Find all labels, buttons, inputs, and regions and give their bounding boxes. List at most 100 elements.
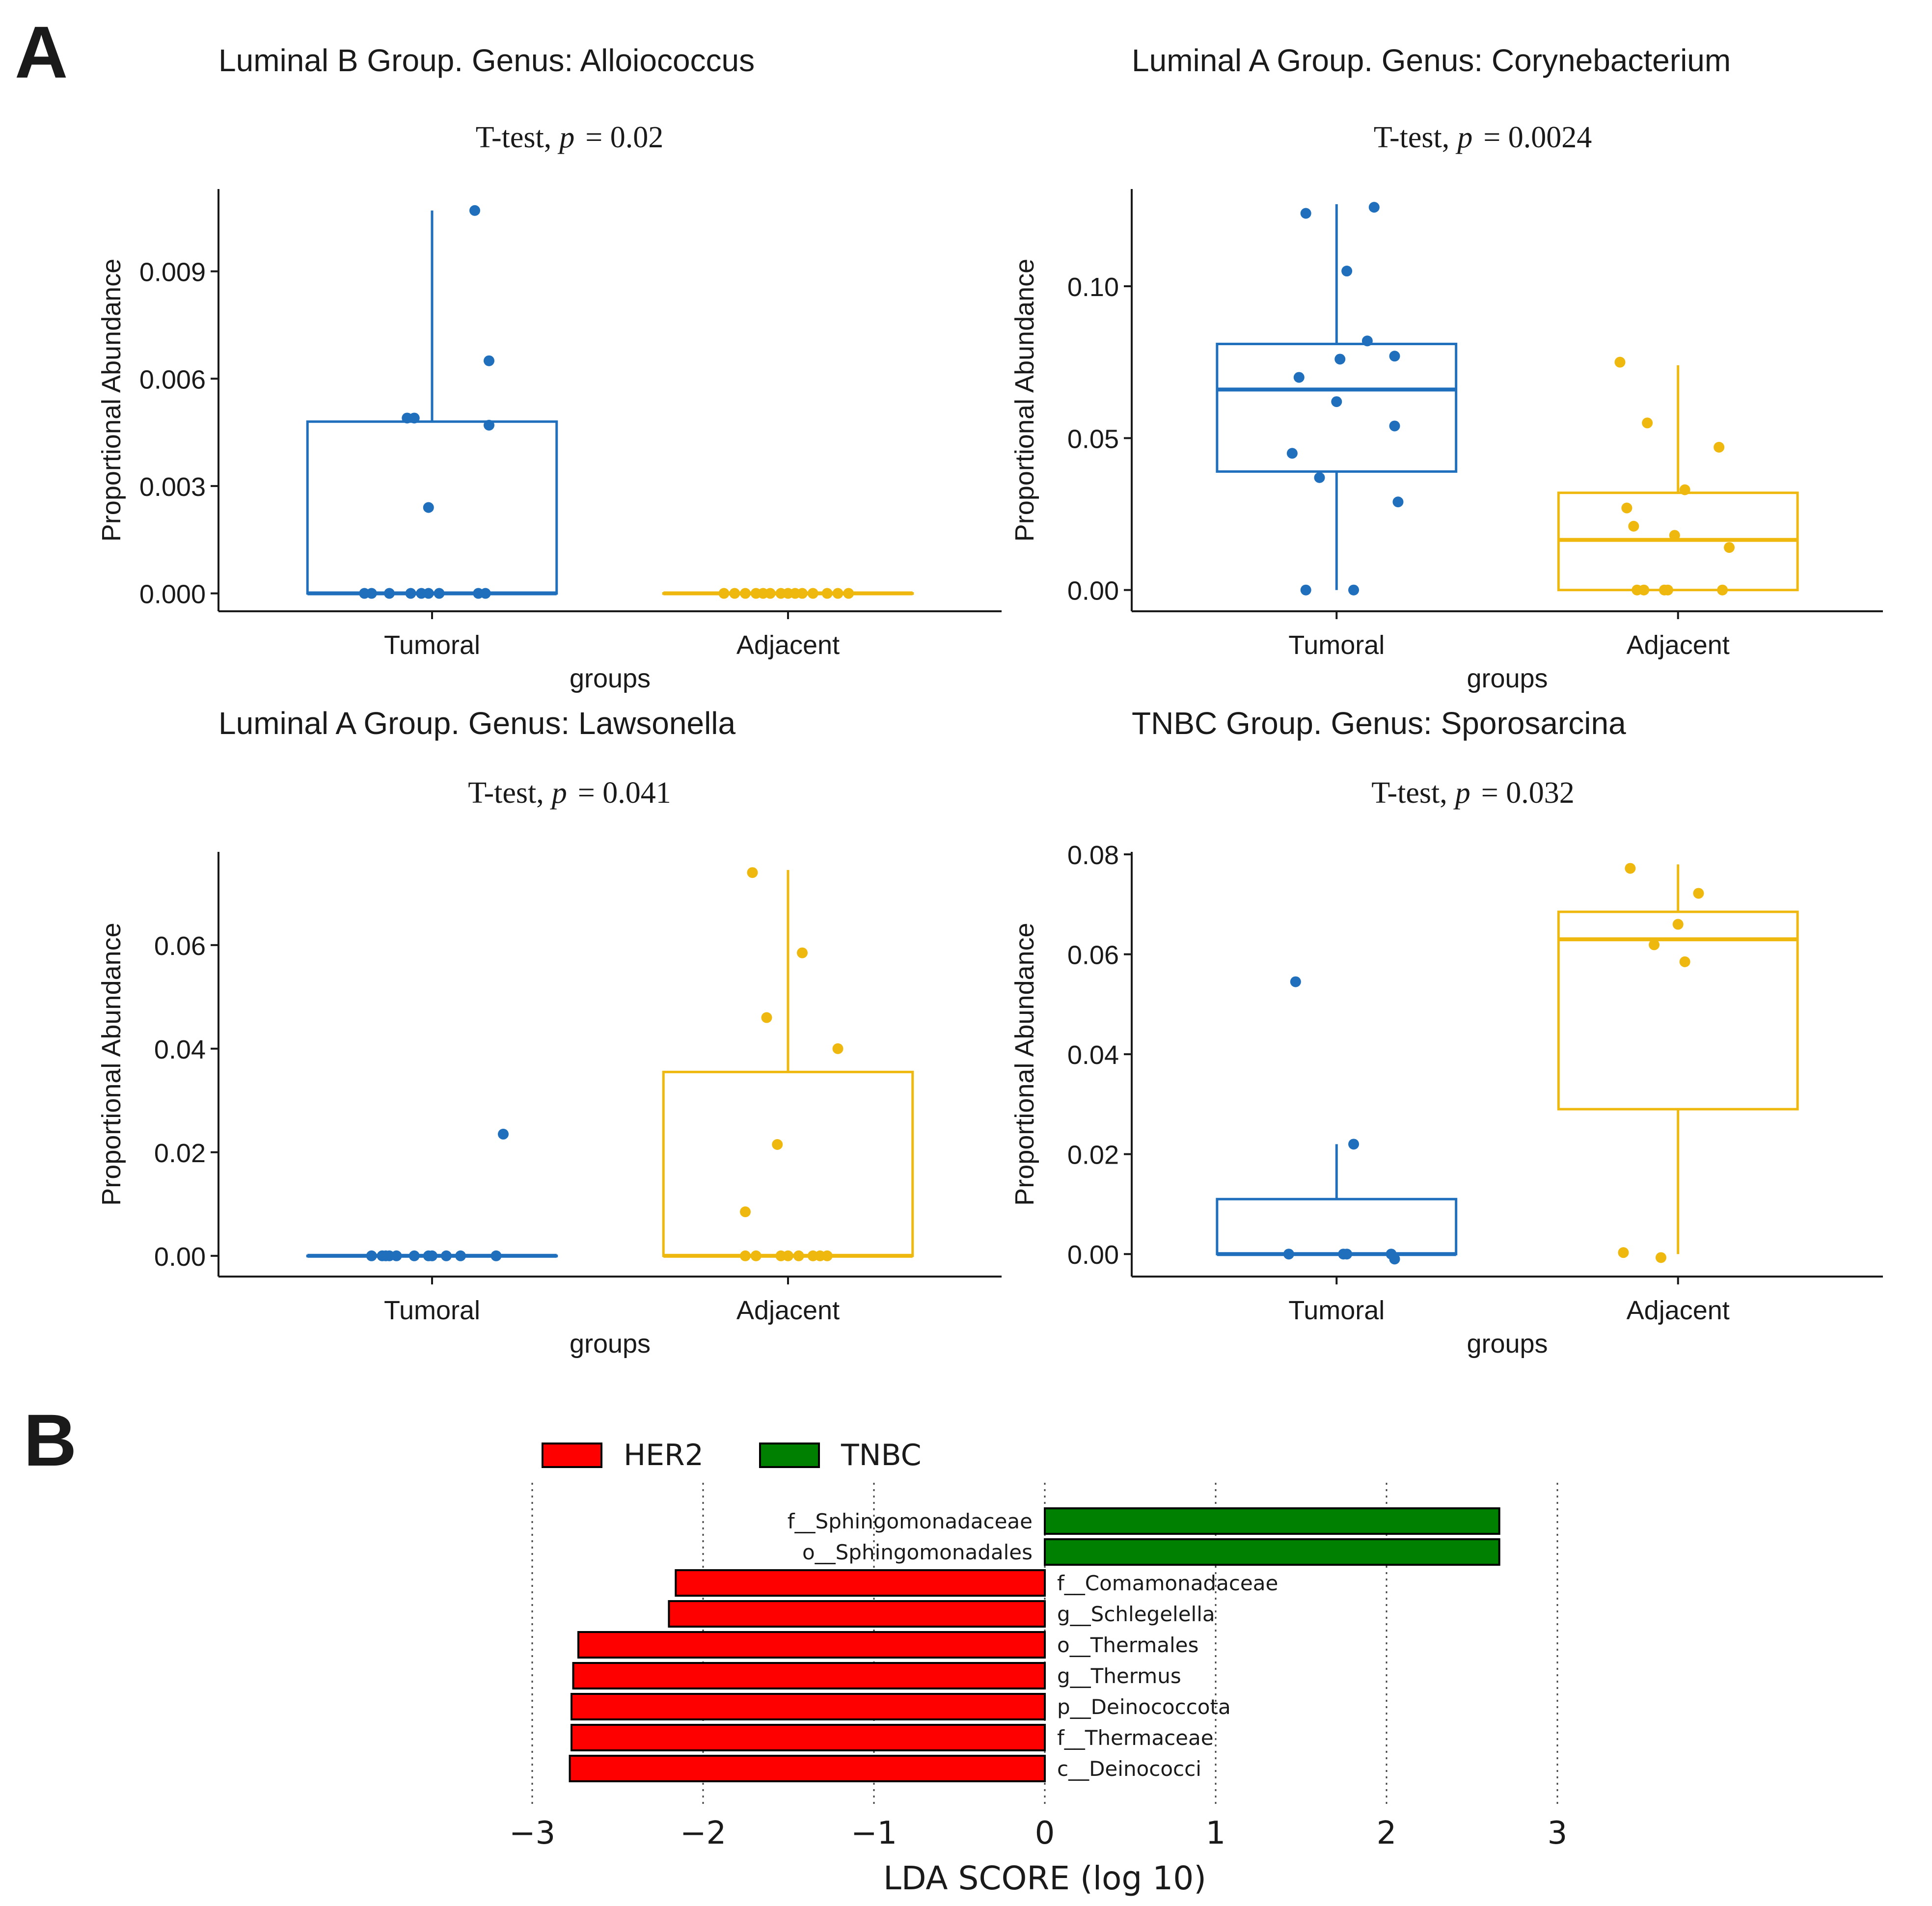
x-tick-label: −1	[851, 1815, 897, 1852]
y-tick-label: 0.003	[139, 472, 206, 502]
y-tick-label: 0.00	[1067, 1240, 1119, 1270]
data-point-tumoral	[1368, 202, 1380, 213]
p-value: = 0.02	[585, 121, 663, 154]
data-point-tumoral	[391, 1250, 402, 1261]
data-point-adjacent	[740, 1206, 751, 1218]
y-tick-label: 0.00	[1067, 576, 1119, 606]
data-point-tumoral	[441, 1250, 452, 1261]
y-tick-label: 0.06	[1067, 941, 1119, 970]
data-point-adjacent	[729, 588, 740, 599]
data-point-tumoral	[1300, 584, 1311, 596]
box-plot-3: Luminal A Group. Genus: Lawsonella T-test…	[97, 706, 1002, 1359]
data-point-tumoral	[1348, 584, 1360, 596]
data-point-adjacent	[1662, 584, 1673, 596]
x-axis-label: groups	[1467, 1329, 1548, 1359]
data-point-tumoral	[484, 420, 494, 431]
chart-title: Luminal A Group. Genus: Lawsonella	[218, 706, 736, 741]
data-point-adjacent	[1638, 584, 1650, 596]
data-point-tumoral	[427, 1250, 437, 1261]
data-point-adjacent	[1642, 417, 1653, 429]
data-point-adjacent	[807, 588, 818, 599]
data-point-tumoral	[366, 588, 377, 599]
taxon-label: p__Deinococcota	[1057, 1695, 1231, 1719]
data-point-adjacent	[1625, 863, 1636, 874]
data-point-adjacent	[1614, 356, 1626, 368]
x-axis-label: groups	[570, 664, 651, 693]
data-point-adjacent	[797, 947, 808, 958]
box-iqr	[1557, 910, 1799, 1111]
p-value-label: T-test, p = 0.0024	[1374, 121, 1592, 154]
data-point-tumoral	[1392, 496, 1404, 508]
p-symbol: p	[550, 776, 567, 810]
data-point-tumoral	[434, 588, 445, 599]
x-axis-label: groups	[1467, 664, 1548, 693]
y-tick-label: 0.08	[1067, 841, 1119, 870]
lda-bar	[572, 1662, 1046, 1689]
box-plot-panels: Luminal B Group. Genus: Alloiococcus T-te…	[97, 43, 1883, 1359]
data-point-adjacent	[832, 1043, 844, 1054]
data-point-tumoral	[423, 502, 434, 513]
data-point-tumoral	[490, 1250, 502, 1261]
data-point-adjacent	[1717, 584, 1728, 596]
taxon-label: c__Deinococci	[1057, 1757, 1201, 1781]
data-point-adjacent	[1655, 1252, 1666, 1263]
box-adjacent	[1557, 365, 1799, 592]
data-point-adjacent	[843, 588, 854, 599]
x-axis-label: groups	[570, 1329, 651, 1359]
taxon-label: g__Schlegelella	[1057, 1602, 1215, 1626]
taxon-label: f__Thermaceae	[1057, 1726, 1214, 1750]
data-point-tumoral	[1293, 372, 1305, 383]
data-point-adjacent	[718, 588, 730, 599]
data-point-adjacent	[772, 1139, 783, 1150]
data-point-adjacent	[832, 588, 844, 599]
x-axis-label: LDA SCORE (log 10)	[883, 1859, 1206, 1897]
data-point-adjacent	[1621, 502, 1633, 514]
test-name: T-test,	[1371, 776, 1447, 810]
y-tick-label: 0.000	[139, 580, 206, 609]
data-point-tumoral	[1341, 266, 1353, 277]
test-name: T-test,	[468, 776, 544, 810]
data-point-tumoral	[1389, 351, 1400, 362]
box-plot-2: Luminal A Group. Genus: Corynebacterium T…	[1010, 43, 1883, 693]
data-point-adjacent	[783, 1250, 793, 1261]
x-tick-label: Tumoral	[1288, 630, 1385, 660]
y-tick-label: 0.05	[1067, 424, 1119, 454]
data-point-adjacent	[761, 1012, 772, 1023]
p-symbol: p	[1453, 776, 1470, 810]
data-point-tumoral	[408, 1250, 420, 1261]
data-point-tumoral	[455, 1250, 466, 1261]
data-point-adjacent	[793, 1250, 804, 1261]
data-point-tumoral	[1361, 335, 1373, 347]
box-tumoral	[1216, 1144, 1458, 1256]
x-tick-label: Tumoral	[1288, 1296, 1385, 1325]
lda-bar	[571, 1724, 1046, 1751]
data-point-tumoral	[1283, 1249, 1294, 1260]
data-point-tumoral	[1341, 1249, 1353, 1260]
data-point-tumoral	[405, 588, 416, 599]
p-value: = 0.041	[578, 776, 671, 810]
lda-bar	[675, 1569, 1046, 1597]
x-tick-label: Tumoral	[384, 1296, 480, 1325]
taxon-label: o__Thermales	[1057, 1633, 1198, 1657]
data-point-tumoral	[384, 588, 395, 599]
x-tick-label: Adjacent	[736, 630, 840, 660]
taxon-label: o__Sphingomonadales	[802, 1540, 1033, 1564]
x-tick-label: Adjacent	[1627, 1296, 1730, 1325]
data-point-adjacent	[821, 588, 833, 599]
data-point-tumoral	[1290, 976, 1301, 987]
data-point-tumoral	[1331, 396, 1342, 408]
data-point-tumoral	[480, 588, 491, 599]
chart-title: Luminal A Group. Genus: Corynebacterium	[1132, 43, 1731, 78]
y-axis-label: Proportional Abundance	[97, 923, 126, 1205]
p-symbol: p	[557, 121, 574, 154]
p-value-label: T-test, p = 0.02	[476, 121, 663, 154]
taxon-label: g__Thermus	[1057, 1664, 1181, 1688]
lda-bar	[1044, 1507, 1500, 1535]
y-tick-label: 0.04	[1067, 1040, 1119, 1070]
lda-bar	[668, 1600, 1046, 1628]
data-point-tumoral	[423, 588, 434, 599]
p-value: = 0.0024	[1483, 121, 1592, 154]
chart-title: TNBC Group. Genus: Sporosarcina	[1132, 706, 1626, 741]
box-plot-1: Luminal B Group. Genus: Alloiococcus T-te…	[97, 43, 1002, 693]
